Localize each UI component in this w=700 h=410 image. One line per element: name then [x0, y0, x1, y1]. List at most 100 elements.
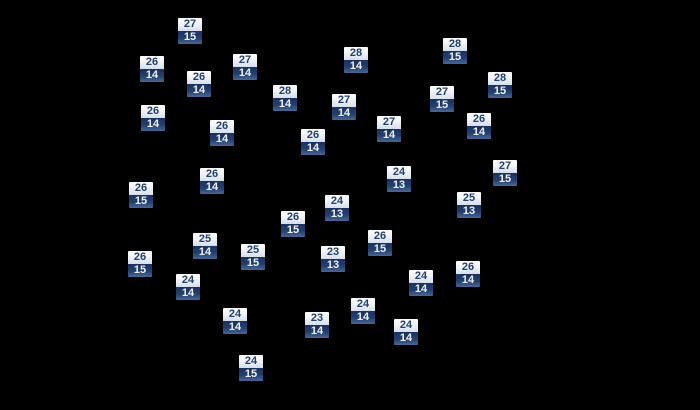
temp-marker[interactable]: 25 13 — [457, 192, 481, 218]
temp-marker[interactable]: 24 14 — [176, 274, 200, 300]
low-temp-label: 15 — [281, 224, 305, 237]
temp-marker[interactable]: 26 15 — [281, 211, 305, 237]
low-temp-label: 14 — [193, 246, 217, 259]
low-temp-label: 14 — [200, 181, 224, 194]
low-temp-label: 14 — [377, 129, 401, 142]
high-temp-label: 26 — [467, 113, 491, 126]
low-temp-label: 14 — [467, 126, 491, 139]
temp-marker[interactable]: 26 14 — [467, 113, 491, 139]
high-temp-label: 28 — [273, 85, 297, 98]
high-temp-label: 27 — [233, 54, 257, 67]
high-temp-label: 26 — [281, 211, 305, 224]
low-temp-label: 14 — [332, 107, 356, 120]
high-temp-label: 28 — [344, 47, 368, 60]
high-temp-label: 26 — [141, 105, 165, 118]
low-temp-label: 13 — [387, 179, 411, 192]
temp-marker[interactable]: 25 14 — [193, 233, 217, 259]
high-temp-label: 26 — [368, 230, 392, 243]
low-temp-label: 14 — [273, 98, 297, 111]
temp-marker[interactable]: 24 13 — [325, 195, 349, 221]
temp-marker[interactable]: 26 15 — [129, 182, 153, 208]
high-temp-label: 26 — [200, 168, 224, 181]
low-temp-label: 15 — [368, 243, 392, 256]
low-temp-label: 14 — [394, 332, 418, 345]
temp-marker[interactable]: 27 14 — [377, 116, 401, 142]
temp-marker[interactable]: 28 14 — [273, 85, 297, 111]
temp-marker[interactable]: 24 14 — [409, 270, 433, 296]
temp-marker[interactable]: 27 14 — [332, 94, 356, 120]
low-temp-label: 15 — [488, 85, 512, 98]
high-temp-label: 24 — [409, 270, 433, 283]
low-temp-label: 14 — [176, 287, 200, 300]
low-temp-label: 13 — [325, 208, 349, 221]
low-temp-label: 14 — [210, 133, 234, 146]
high-temp-label: 24 — [387, 166, 411, 179]
temp-marker[interactable]: 25 15 — [241, 244, 265, 270]
high-temp-label: 27 — [377, 116, 401, 129]
high-temp-label: 27 — [493, 160, 517, 173]
low-temp-label: 15 — [241, 257, 265, 270]
low-temp-label: 15 — [443, 51, 467, 64]
low-temp-label: 13 — [321, 259, 345, 272]
high-temp-label: 25 — [193, 233, 217, 246]
high-temp-label: 26 — [128, 251, 152, 264]
temp-marker[interactable]: 24 14 — [223, 308, 247, 334]
temp-marker[interactable]: 26 14 — [210, 120, 234, 146]
temp-marker[interactable]: 27 14 — [233, 54, 257, 80]
low-temp-label: 14 — [305, 325, 329, 338]
high-temp-label: 28 — [488, 72, 512, 85]
high-temp-label: 24 — [176, 274, 200, 287]
low-temp-label: 15 — [129, 195, 153, 208]
temp-marker[interactable]: 26 14 — [200, 168, 224, 194]
high-temp-label: 26 — [187, 71, 211, 84]
high-temp-label: 24 — [223, 308, 247, 321]
low-temp-label: 15 — [493, 173, 517, 186]
high-temp-label: 24 — [394, 319, 418, 332]
high-temp-label: 23 — [321, 246, 345, 259]
high-temp-label: 25 — [241, 244, 265, 257]
high-temp-label: 27 — [430, 86, 454, 99]
temp-marker[interactable]: 24 15 — [239, 355, 263, 381]
temp-marker[interactable]: 28 15 — [488, 72, 512, 98]
temp-marker[interactable]: 24 14 — [394, 319, 418, 345]
temp-marker[interactable]: 26 14 — [187, 71, 211, 97]
temp-marker[interactable]: 27 15 — [493, 160, 517, 186]
temp-marker[interactable]: 26 15 — [368, 230, 392, 256]
low-temp-label: 13 — [457, 205, 481, 218]
high-temp-label: 28 — [443, 38, 467, 51]
low-temp-label: 14 — [140, 69, 164, 82]
low-temp-label: 14 — [187, 84, 211, 97]
high-temp-label: 24 — [325, 195, 349, 208]
temp-marker[interactable]: 23 14 — [305, 312, 329, 338]
high-temp-label: 23 — [305, 312, 329, 325]
high-temp-label: 26 — [140, 56, 164, 69]
high-temp-label: 27 — [178, 18, 202, 31]
low-temp-label: 15 — [239, 368, 263, 381]
temp-marker[interactable]: 24 14 — [351, 298, 375, 324]
high-temp-label: 27 — [332, 94, 356, 107]
temp-marker[interactable]: 24 13 — [387, 166, 411, 192]
low-temp-label: 14 — [409, 283, 433, 296]
temp-marker[interactable]: 28 14 — [344, 47, 368, 73]
temp-marker[interactable]: 26 14 — [141, 105, 165, 131]
low-temp-label: 14 — [344, 60, 368, 73]
low-temp-label: 15 — [178, 31, 202, 44]
high-temp-label: 26 — [129, 182, 153, 195]
temp-marker[interactable]: 27 15 — [178, 18, 202, 44]
high-temp-label: 26 — [301, 129, 325, 142]
low-temp-label: 14 — [223, 321, 247, 334]
high-temp-label: 26 — [456, 261, 480, 274]
temp-marker[interactable]: 26 15 — [128, 251, 152, 277]
high-temp-label: 24 — [239, 355, 263, 368]
low-temp-label: 15 — [430, 99, 454, 112]
low-temp-label: 15 — [128, 264, 152, 277]
temp-marker[interactable]: 26 14 — [301, 129, 325, 155]
temp-marker[interactable]: 26 14 — [140, 56, 164, 82]
temp-marker[interactable]: 28 15 — [443, 38, 467, 64]
temp-marker[interactable]: 26 14 — [456, 261, 480, 287]
temp-marker[interactable]: 27 15 — [430, 86, 454, 112]
temp-marker[interactable]: 23 13 — [321, 246, 345, 272]
low-temp-label: 14 — [351, 311, 375, 324]
low-temp-label: 14 — [233, 67, 257, 80]
